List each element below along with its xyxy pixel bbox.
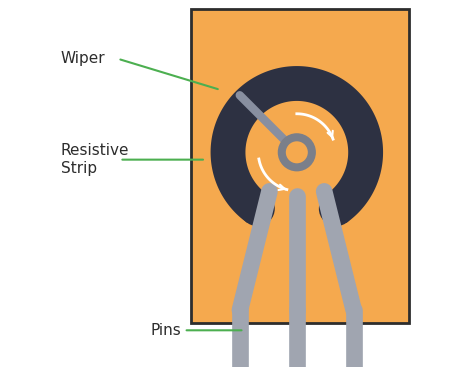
Text: Wiper: Wiper xyxy=(61,51,105,66)
Circle shape xyxy=(286,141,308,163)
Text: Resistive
Strip: Resistive Strip xyxy=(61,143,129,176)
FancyBboxPatch shape xyxy=(191,9,410,323)
Text: Pins: Pins xyxy=(151,323,182,338)
Circle shape xyxy=(319,191,354,226)
Circle shape xyxy=(278,133,316,171)
Polygon shape xyxy=(210,66,383,223)
Circle shape xyxy=(240,191,275,226)
